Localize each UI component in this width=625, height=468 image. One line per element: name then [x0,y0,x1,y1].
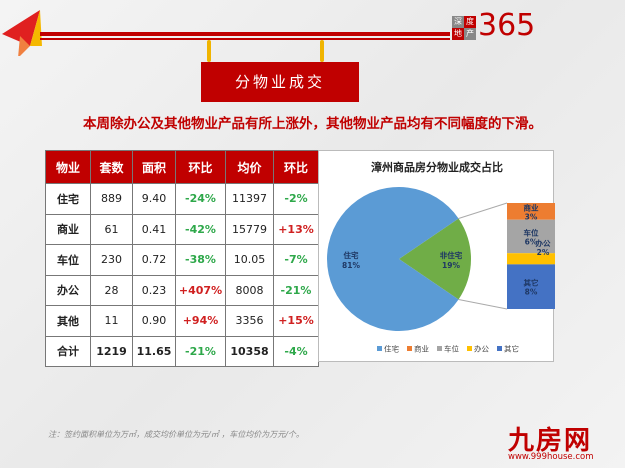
table-row: 住宅 889 9.40 -24% 11397 -2% [45,183,319,215]
table-cell: 10.05 [225,244,274,276]
data-label: 住宅 [344,250,359,260]
col-header: 套数 [90,150,133,184]
table-cell: 11 [90,305,133,337]
subtitle: 本周除办公及其他物业产品有所上涨外，其他物业产品均有不同幅度的下滑。 [83,116,542,132]
hook-icon [320,40,324,62]
data-label: 6% [525,237,538,246]
pie-chart: 漳州商品房分物业成交占比 商业 3% 车位 6% 办公 2% 其它 8% 住宅 81% 非住宅 19%… [318,150,555,362]
col-header: 环比 [175,150,226,184]
table-cell: 11.65 [132,335,176,367]
logo-char: 产 [464,28,476,40]
breakdown-bar-segment [507,253,555,265]
data-label: 车位 [524,227,539,237]
table-cell: 0.90 [132,305,176,337]
legend-swatch [467,346,472,351]
table-cell: 15779 [225,213,274,245]
header-line [40,32,450,36]
col-header: 环比 [273,150,319,184]
table-cell: 住宅 [45,183,91,215]
data-table: 物业 套数 面积 环比 均价 环比 住宅 889 9.40 -24% 11397 -2% 商… [45,150,319,367]
table-cell: 商业 [45,213,91,245]
table-cell: -24% [175,183,226,215]
legend-swatch [377,346,382,351]
data-label: 商业 [524,202,539,212]
table-cell: 9.40 [132,183,176,215]
breakdown-bar-segment [507,203,555,220]
table-cell: 3356 [225,305,274,337]
table-cell: 10358 [225,335,274,367]
legend-swatch [497,346,502,351]
table-cell: 28 [90,274,133,306]
section-title: 分物业成交 [201,62,359,102]
legend-item: 住宅 [384,344,399,354]
table-row: 办公 28 0.23 +407% 8008 -21% [45,274,319,306]
logo-char: 深 [452,16,464,28]
table-cell: -7% [273,244,319,276]
header-line [40,38,450,40]
table-cell: 230 [90,244,133,276]
data-label: 3% [525,212,538,221]
data-label: 其它 [524,278,539,288]
table-cell: 车位 [45,244,91,276]
legend-swatch [437,346,442,351]
logo-char: 地 [452,28,464,40]
legend-swatch [407,346,412,351]
table-cell: +13% [273,213,319,245]
connector-line [458,202,508,220]
brand-url: www.999house.com [508,452,594,462]
table-cell: 1219 [90,335,133,367]
table-cell: -21% [273,274,319,306]
paper-plane-icon [2,10,42,56]
table-row: 车位 230 0.72 -38% 10.05 -7% [45,244,319,276]
table-cell: 11397 [225,183,274,215]
table-cell: +15% [273,305,319,337]
brand-logo: 九房网 [508,426,593,456]
legend-item: 商业 [414,344,429,354]
legend-item: 车位 [444,344,459,354]
logo-number: 365 [478,8,536,43]
table-cell: 其他 [45,305,91,337]
logo: 深 度 地 产 365 [452,6,622,46]
table-cell: 合计 [45,335,91,367]
table-cell: 0.23 [132,274,176,306]
col-header: 面积 [132,150,176,184]
table-row: 商业 61 0.41 -42% 15779 +13% [45,213,319,245]
legend-item: 办公 [474,344,489,354]
table-cell: +407% [175,274,226,306]
hook-icon [207,40,211,62]
breakdown-bar-segment [507,219,555,254]
data-label: 8% [525,288,538,297]
table-cell: 8008 [225,274,274,306]
table-header: 物业 套数 面积 环比 均价 环比 [45,150,319,184]
footnote: 注：签约面积单位为万㎡，成交均价单位为元/㎡ ，车位均价为万元/个。 [48,430,304,439]
table-cell: -42% [175,213,226,245]
data-label: 2% [537,248,550,257]
col-header: 均价 [225,150,274,184]
data-label: 办公 [536,238,551,248]
table-cell: 办公 [45,274,91,306]
data-label: 81% [342,261,360,270]
legend-item: 其它 [504,344,519,354]
data-label: 非住宅 [440,250,463,260]
pie-slice [399,218,471,300]
table-cell: -38% [175,244,226,276]
table-row: 合计 1219 11.65 -21% 10358 -4% [45,335,319,367]
table-row: 其他 11 0.90 +94% 3356 +15% [45,305,319,337]
chart-title: 漳州商品房分物业成交占比 [371,161,503,174]
table-cell: 61 [90,213,133,245]
table-cell: 0.72 [132,244,176,276]
logo-char: 度 [464,16,476,28]
table-cell: 889 [90,183,133,215]
connector-line [458,298,508,310]
table-cell: 0.41 [132,213,176,245]
pie-slice [327,187,459,331]
table-cell: -2% [273,183,319,215]
table-cell: +94% [175,305,226,337]
data-label: 19% [442,261,460,270]
breakdown-bar-segment [507,264,555,309]
col-header: 物业 [45,150,91,184]
table-cell: -4% [273,335,319,367]
table-cell: -21% [175,335,226,367]
